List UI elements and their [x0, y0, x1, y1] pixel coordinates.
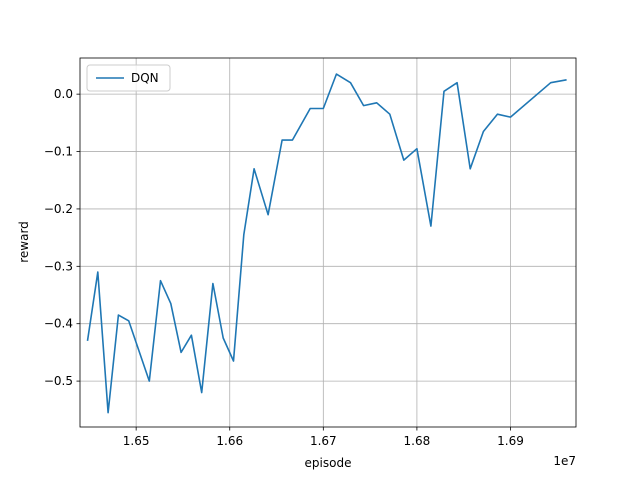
- series-line-dqn: [86, 73, 567, 414]
- y-axis-label: reward: [17, 221, 31, 263]
- x-tick-label: 1.66: [216, 434, 243, 448]
- y-tick-label: −0.1: [44, 145, 73, 159]
- grid: [80, 58, 576, 427]
- legend: DQN: [86, 64, 171, 92]
- y-tick-label: 0.0: [54, 87, 73, 101]
- legend-label-dqn: DQN: [131, 71, 159, 85]
- y-tick-label: −0.4: [44, 317, 73, 331]
- y-axis-ticks: 0.0 −0.1 −0.2 −0.3 −0.4 −0.5: [44, 87, 80, 388]
- plot-frame: [79, 57, 577, 428]
- x-tick-label: 1.69: [497, 434, 524, 448]
- x-tick-label: 1.65: [123, 434, 150, 448]
- series-layer: [86, 73, 567, 414]
- x-axis-offset-label: 1e7: [553, 454, 576, 468]
- x-axis-ticks: 1.65 1.66 1.67 1.68 1.69: [123, 427, 524, 448]
- legend-box: [86, 64, 171, 92]
- y-tick-label: −0.2: [44, 202, 73, 216]
- y-tick-label: −0.5: [44, 374, 73, 388]
- y-tick-label: −0.3: [44, 259, 73, 273]
- x-axis-label: episode: [305, 456, 352, 470]
- x-tick-label: 1.68: [404, 434, 431, 448]
- x-tick-label: 1.67: [310, 434, 337, 448]
